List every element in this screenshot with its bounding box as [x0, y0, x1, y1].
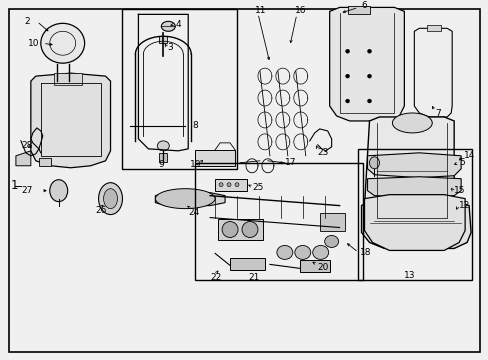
Text: 20: 20 — [317, 263, 328, 272]
Text: 7: 7 — [434, 109, 440, 118]
Ellipse shape — [226, 183, 231, 187]
Ellipse shape — [345, 74, 349, 78]
Text: 25: 25 — [251, 183, 263, 192]
Bar — [122, 9, 237, 169]
Bar — [39, 158, 51, 166]
Ellipse shape — [242, 221, 257, 238]
Polygon shape — [361, 201, 470, 248]
Ellipse shape — [294, 246, 310, 260]
Ellipse shape — [369, 157, 379, 169]
Text: 12: 12 — [458, 201, 469, 210]
Ellipse shape — [312, 246, 328, 260]
Text: 27: 27 — [21, 186, 32, 195]
Ellipse shape — [41, 23, 84, 63]
Text: 5: 5 — [458, 158, 464, 167]
Polygon shape — [364, 195, 464, 251]
Bar — [357, 149, 471, 280]
Polygon shape — [364, 117, 453, 228]
Text: 8: 8 — [192, 121, 198, 130]
Polygon shape — [413, 28, 451, 117]
Ellipse shape — [50, 180, 67, 202]
Ellipse shape — [219, 183, 223, 187]
Bar — [299, 260, 329, 273]
Polygon shape — [31, 73, 110, 168]
Text: 11: 11 — [254, 6, 266, 15]
Bar — [319, 213, 344, 230]
Text: 21: 21 — [247, 273, 259, 282]
Text: 16: 16 — [294, 6, 305, 15]
Text: 23: 23 — [317, 148, 328, 157]
Text: 13: 13 — [403, 271, 414, 280]
Bar — [215, 179, 246, 191]
Ellipse shape — [235, 183, 239, 187]
Bar — [195, 150, 235, 166]
Bar — [195, 163, 362, 280]
Ellipse shape — [103, 189, 117, 208]
Bar — [159, 36, 167, 43]
Ellipse shape — [367, 49, 371, 53]
Polygon shape — [367, 153, 460, 178]
Ellipse shape — [157, 141, 169, 151]
Ellipse shape — [324, 235, 338, 247]
Text: 3: 3 — [167, 43, 173, 52]
Text: 28: 28 — [21, 141, 32, 150]
Ellipse shape — [367, 74, 371, 78]
Text: 14: 14 — [463, 151, 474, 160]
Text: 4: 4 — [175, 20, 181, 29]
Ellipse shape — [345, 99, 349, 103]
Polygon shape — [367, 177, 460, 198]
Bar — [54, 73, 81, 85]
Ellipse shape — [99, 183, 122, 215]
Text: 15: 15 — [453, 186, 465, 195]
Text: 10: 10 — [28, 39, 39, 48]
Text: 1: 1 — [11, 179, 19, 192]
Text: 18: 18 — [359, 248, 370, 257]
Text: 22: 22 — [210, 273, 221, 282]
Text: 9: 9 — [158, 160, 164, 169]
Ellipse shape — [391, 113, 431, 133]
Ellipse shape — [276, 246, 292, 260]
Text: 19: 19 — [190, 160, 202, 169]
Text: 6: 6 — [361, 1, 366, 10]
Polygon shape — [155, 193, 224, 206]
Bar — [347, 6, 369, 14]
Text: 2: 2 — [24, 17, 29, 26]
Ellipse shape — [161, 21, 175, 31]
Bar — [159, 153, 167, 162]
Bar — [427, 25, 440, 31]
Text: 24: 24 — [188, 208, 199, 217]
Bar — [229, 258, 264, 270]
Text: 26: 26 — [95, 206, 107, 215]
Polygon shape — [329, 8, 404, 121]
Text: 17: 17 — [284, 158, 296, 167]
Ellipse shape — [155, 189, 215, 208]
Ellipse shape — [367, 99, 371, 103]
Polygon shape — [16, 151, 31, 166]
Ellipse shape — [222, 221, 238, 238]
Bar — [218, 219, 263, 240]
Ellipse shape — [345, 49, 349, 53]
